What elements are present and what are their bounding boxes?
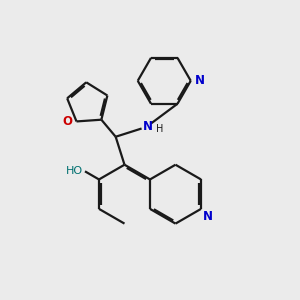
Text: O: O: [62, 115, 72, 128]
Text: N: N: [202, 210, 212, 224]
Text: HO: HO: [65, 166, 83, 176]
Text: N: N: [195, 74, 205, 87]
Text: N: N: [143, 120, 153, 133]
Text: H: H: [156, 124, 164, 134]
